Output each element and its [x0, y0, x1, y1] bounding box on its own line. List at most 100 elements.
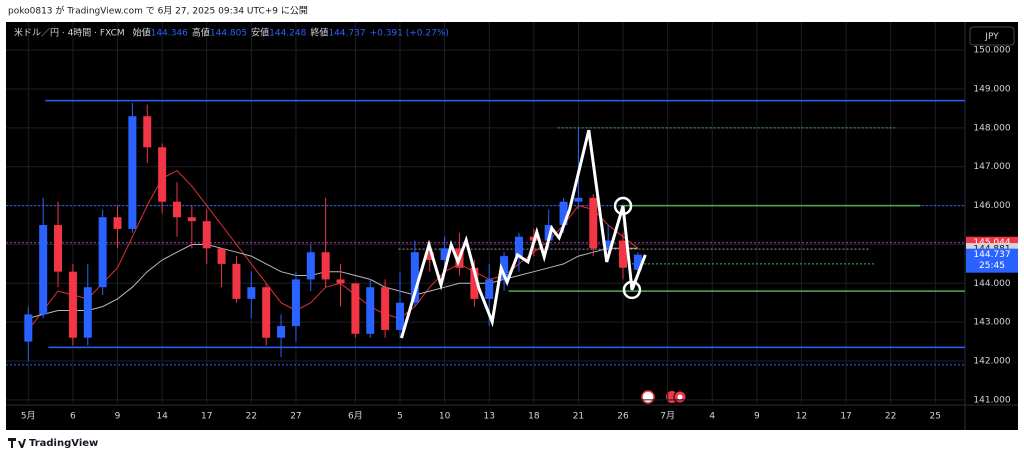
candle-body [440, 248, 449, 260]
legend-text: 144.248 [269, 29, 306, 39]
candle-body [113, 217, 122, 229]
x-tick-label: 5 [397, 412, 403, 422]
y-tick-label: 148.000 [973, 123, 1010, 133]
candle-body [574, 197, 583, 202]
candle-body [306, 252, 315, 280]
plot-area [6, 22, 965, 403]
candle-body [619, 240, 628, 268]
y-tick-label: 143.000 [973, 318, 1010, 328]
y-tick-label: 147.000 [973, 162, 1010, 172]
x-tick-label: 6月 [348, 411, 363, 422]
x-tick-label: 26 [617, 412, 629, 422]
price-label-box [966, 248, 1018, 273]
x-tick-label: 27 [290, 412, 301, 422]
x-tick-label: 13 [483, 412, 494, 422]
y-tick-label: 146.000 [973, 201, 1010, 211]
candle-body [83, 287, 92, 338]
candle-body [589, 197, 598, 249]
y-tick-label: 144.000 [973, 279, 1010, 289]
x-tick-label: 21 [573, 412, 584, 422]
marker-circle [613, 196, 633, 216]
footer-logo [8, 438, 26, 448]
zigzag-drawing [400, 129, 647, 339]
page-header: poko0813 が TradingView.com で 6月 27, 2025… [8, 5, 308, 17]
candle-body [485, 279, 494, 299]
x-tick-label: 18 [528, 412, 540, 422]
legend-text: 144.737 [328, 29, 365, 39]
chart-background [6, 22, 1018, 430]
event-icon[interactable] [641, 390, 655, 404]
candle-body [633, 254, 642, 270]
candle-body [366, 287, 375, 334]
candle-body [143, 116, 152, 148]
candle-body [425, 252, 434, 260]
marker-circle [622, 280, 642, 300]
candle-body [544, 225, 553, 241]
price-label-countdown: 25:45 [979, 261, 1005, 271]
candle-body [559, 201, 568, 226]
legend-text: 144.346 [151, 29, 188, 39]
legend-text: 高値 [192, 27, 210, 39]
x-tick-label: 12 [796, 412, 807, 422]
x-tick-label: 22 [885, 412, 896, 422]
event-icon[interactable] [677, 394, 683, 400]
candle-body [202, 221, 211, 249]
footer-brand: TradingView [29, 438, 98, 449]
x-tick-label: 6 [70, 412, 76, 422]
logo-mark [8, 438, 26, 448]
x-tick-label: 4 [709, 412, 715, 422]
candle-body [247, 287, 256, 299]
legend-text: 144.805 [210, 29, 247, 39]
x-tick-label: 5月 [21, 411, 36, 422]
candle-body [262, 287, 271, 338]
legend-text: 米ドル／円 · 4時間 · FXCM [14, 27, 125, 39]
candle-body [217, 248, 226, 264]
y-tick-label: 149.000 [973, 85, 1010, 95]
x-tick-label: 10 [439, 412, 451, 422]
candle-body [604, 240, 613, 249]
moving-average [27, 169, 639, 331]
candle-body [291, 279, 300, 327]
x-tick-label: 7月 [660, 411, 675, 422]
candle-body [128, 116, 137, 229]
candle-body [232, 263, 241, 299]
candle-body [172, 201, 181, 218]
y-tick-label: 142.000 [973, 357, 1010, 367]
candle-body [396, 302, 405, 330]
legend-text: 始値 [133, 27, 151, 39]
x-tick-label: 14 [156, 412, 168, 422]
candle-body [277, 326, 286, 338]
legend-text: 安値 [251, 27, 269, 39]
y-tick-label: 150.000 [973, 46, 1010, 56]
candle-body [68, 271, 77, 338]
candle-body [187, 217, 196, 222]
x-tick-label: 9 [115, 412, 121, 422]
candle-body [514, 236, 523, 257]
candle-body [381, 287, 390, 330]
x-tick-label: 17 [840, 412, 851, 422]
candle-body [321, 252, 330, 280]
price-label-text: 144.737 [973, 250, 1010, 260]
candle-body [98, 217, 107, 288]
legend-text: +0.391 (+0.27%) [370, 29, 449, 39]
x-tick-label: 25 [930, 412, 941, 422]
x-tick-label: 22 [246, 412, 257, 422]
candle-body [54, 225, 63, 272]
candle-body [351, 283, 360, 334]
moving-average [28, 244, 638, 319]
legend-text: 終値 [310, 27, 328, 39]
candle-body [336, 279, 345, 284]
x-tick-label: 17 [201, 412, 212, 422]
currency-box[interactable] [969, 26, 1015, 46]
x-tick-label: 9 [754, 412, 760, 422]
candle-body [39, 225, 48, 315]
candle-body [500, 256, 509, 280]
y-tick-label: 141.000 [973, 395, 1010, 405]
candle-body [158, 147, 167, 202]
candle-body [470, 267, 479, 299]
candle-body [410, 252, 419, 303]
currency[interactable]: JPY [984, 32, 999, 42]
candle-body [24, 314, 33, 342]
